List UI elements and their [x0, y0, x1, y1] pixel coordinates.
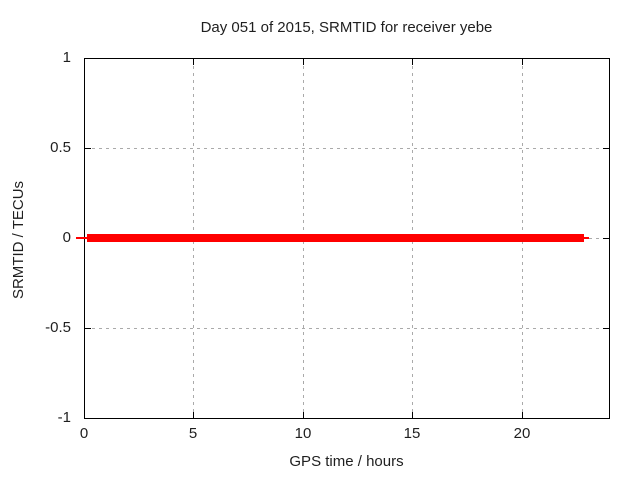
x-tick-bottom	[522, 412, 523, 418]
y-tick-label: -0.5	[45, 319, 71, 336]
x-tick-label: 10	[294, 425, 312, 442]
y-tick-right	[603, 238, 609, 239]
x-tick-top	[303, 59, 304, 65]
x-axis-label: GPS time / hours	[289, 453, 404, 470]
x-tick-label: 20	[513, 425, 531, 442]
y-tick-left	[85, 148, 91, 149]
x-tick-bottom	[412, 412, 413, 418]
y-tick-label: 1	[62, 49, 71, 66]
y-tick-left	[85, 328, 91, 329]
x-tick-label: 5	[188, 425, 198, 442]
chart-title: Day 051 of 2015, SRMTID for receiver yeb…	[200, 19, 493, 36]
y-gridline	[85, 328, 608, 329]
y-tick-label: 0	[62, 229, 71, 246]
series-line	[87, 234, 584, 242]
y-tick-label: -1	[57, 409, 71, 426]
x-tick-top	[522, 59, 523, 65]
x-tick-label: 0	[79, 425, 89, 442]
x-tick-bottom	[303, 412, 304, 418]
x-tick-top	[412, 59, 413, 65]
x-tick-label: 15	[403, 425, 421, 442]
x-tick-top	[193, 59, 194, 65]
y-gridline	[85, 148, 608, 149]
x-tick-bottom	[193, 412, 194, 418]
y-tick-label: 0.5	[50, 139, 71, 156]
y-tick-right	[603, 328, 609, 329]
y-tick-right	[603, 148, 609, 149]
